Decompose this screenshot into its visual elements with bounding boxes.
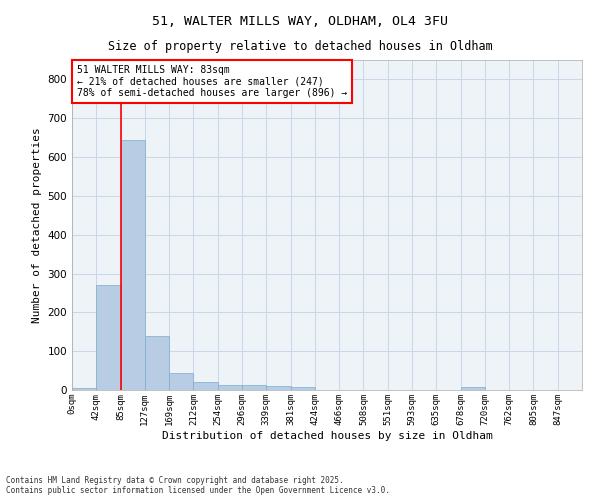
Text: 51, WALTER MILLS WAY, OLDHAM, OL4 3FU: 51, WALTER MILLS WAY, OLDHAM, OL4 3FU — [152, 15, 448, 28]
Bar — [242, 385, 266, 390]
Text: Size of property relative to detached houses in Oldham: Size of property relative to detached ho… — [107, 40, 493, 53]
Bar — [266, 386, 290, 390]
Bar — [290, 387, 315, 390]
Y-axis label: Number of detached properties: Number of detached properties — [32, 127, 42, 323]
Text: 51 WALTER MILLS WAY: 83sqm
← 21% of detached houses are smaller (247)
78% of sem: 51 WALTER MILLS WAY: 83sqm ← 21% of deta… — [77, 65, 347, 98]
Bar — [121, 140, 145, 390]
Bar — [193, 382, 218, 390]
Bar — [72, 388, 96, 390]
Bar — [96, 285, 121, 390]
Bar — [218, 385, 242, 390]
X-axis label: Distribution of detached houses by size in Oldham: Distribution of detached houses by size … — [161, 430, 493, 440]
Bar — [145, 336, 169, 390]
Bar — [461, 388, 485, 390]
Bar — [169, 374, 193, 390]
Text: Contains HM Land Registry data © Crown copyright and database right 2025.
Contai: Contains HM Land Registry data © Crown c… — [6, 476, 390, 495]
